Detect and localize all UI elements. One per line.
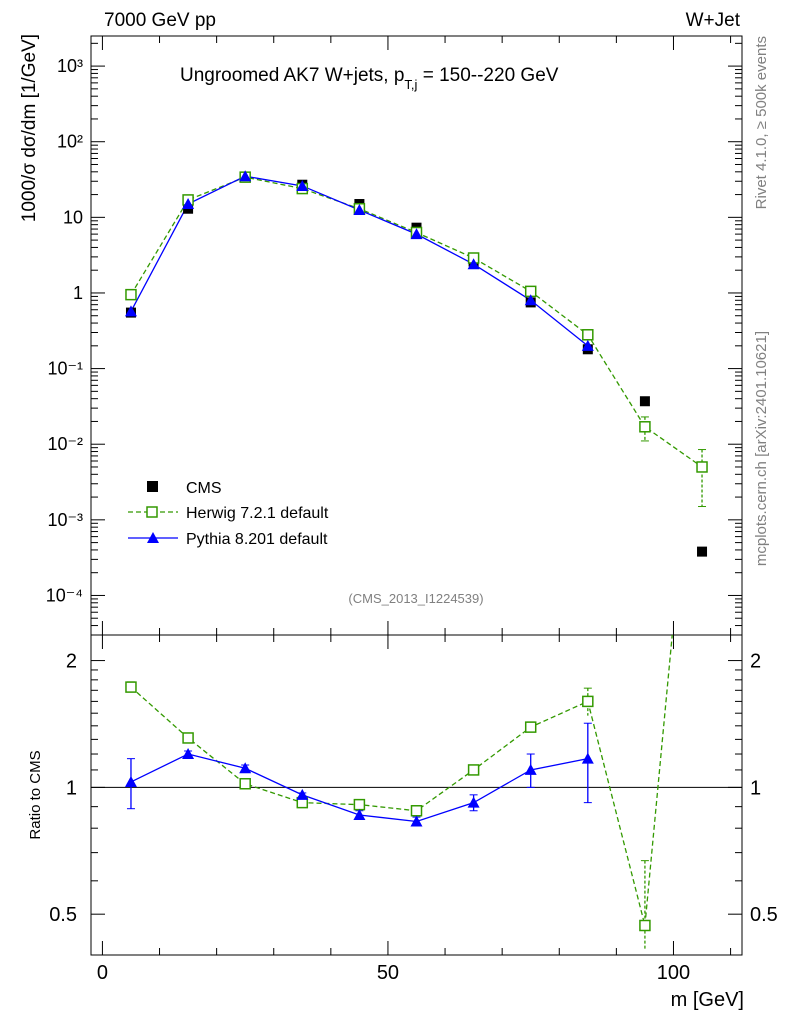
- ratio-y-tick-label-right: 2: [750, 651, 761, 673]
- ratio-plot-frame: [90, 634, 743, 956]
- pythia-point: [524, 294, 537, 306]
- main-y-label: 1000/σ dσ/dm [1/GeV]: [19, 34, 40, 222]
- ratio-y-tick-label: 1: [66, 777, 77, 799]
- herwig-ratio-point: [125, 681, 137, 693]
- cms-point: [639, 396, 650, 407]
- header-left: 7000 GeV pp: [104, 10, 216, 31]
- ratio-y-tick-label-right: 0.5: [750, 904, 778, 926]
- legend-herwig-label: Herwig 7.2.1 default: [186, 505, 329, 522]
- legend-herwig-marker: [146, 506, 158, 518]
- pythia-ratio-point: [581, 752, 594, 764]
- herwig-point: [639, 421, 651, 433]
- ratio-y-tick-label: 0.5: [49, 904, 77, 926]
- herwig-ratio-point: [582, 695, 594, 708]
- pythia-point: [467, 258, 480, 270]
- herwig-ratio-point: [353, 798, 366, 811]
- rivet-label: Rivet 4.1.0, ≥ 500k events: [753, 36, 770, 209]
- pythia-point: [296, 179, 309, 191]
- herwig-ratio-point: [410, 805, 423, 817]
- x-axis-label: m [GeV]: [671, 989, 744, 1011]
- legend-cms-label: CMS: [186, 480, 222, 497]
- pythia-ratio-point: [410, 815, 423, 827]
- herwig-line: [130, 176, 703, 468]
- herwig-ratio-point: [524, 721, 537, 733]
- herwig-ratio-point: [182, 732, 194, 744]
- x-tick-label: 100: [657, 962, 690, 984]
- legend-pythia-label: Pythia 8.201 default: [186, 531, 328, 548]
- herwig-point: [582, 329, 594, 341]
- pythia-ratio-point: [239, 762, 252, 774]
- pythia-ratio-point: [467, 796, 480, 808]
- pythia-point: [581, 339, 594, 351]
- x-tick-label: 50: [377, 962, 399, 984]
- herwig-point: [125, 288, 137, 301]
- ratio-y-tick-label-right: 1: [750, 777, 761, 799]
- main-y-tick-label: 10⁻³: [47, 510, 83, 530]
- main-y-tick-label: 10⁻²: [47, 434, 83, 454]
- main-title: Ungroomed AK7 W+jets, pT,j = 150--220 Ge…: [180, 65, 559, 92]
- herwig-ratio-point: [239, 778, 251, 790]
- legend-pythia-marker: [147, 532, 159, 543]
- main-y-tick-label: 10: [63, 207, 83, 227]
- main-y-tick-label: 10²: [57, 132, 83, 152]
- mcplots-label: mcplots.cern.ch [arXiv:2401.10621]: [753, 331, 770, 566]
- pythia-point: [182, 198, 195, 210]
- analysis-label: (CMS_2013_I1224539): [348, 591, 483, 606]
- main-y-tick-label: 1: [73, 283, 83, 303]
- pythia-ratio-point: [524, 763, 537, 775]
- ratio-axis-ticks: 0.5 0.5 1 1 2 2 0 50 100: [49, 635, 778, 984]
- pythia-ratio-point: [353, 808, 366, 820]
- ratio-y-label: Ratio to CMS: [27, 750, 44, 839]
- header-right: W+Jet: [686, 10, 741, 31]
- main-series: [124, 170, 708, 557]
- herwig-ratio-point: [467, 764, 480, 776]
- main-y-tick-label: 10³: [57, 56, 83, 76]
- main-axis-ticks: 10⁻⁴ 10⁻³ 10⁻² 10⁻¹ 1 10 10² 10³: [46, 36, 742, 636]
- herwig-point: [696, 461, 708, 473]
- ratio-series: [124, 634, 673, 951]
- pythia-point: [124, 305, 137, 317]
- pythia-point: [410, 228, 423, 240]
- pythia-point: [353, 204, 366, 216]
- legend-cms-marker: [147, 481, 158, 492]
- pythia-ratio-point: [124, 775, 137, 787]
- herwig-ratio-line: [130, 634, 673, 926]
- herwig-ratio-point: [639, 919, 651, 932]
- pythia-ratio-point: [296, 788, 309, 800]
- ratio-y-tick-label: 2: [66, 651, 77, 673]
- x-tick-label: 0: [97, 962, 108, 984]
- cms-point: [697, 546, 708, 557]
- pythia-point: [239, 170, 252, 182]
- main-y-tick-label: 10⁻¹: [47, 359, 83, 379]
- main-y-tick-label: 10⁻⁴: [46, 585, 83, 605]
- legend: CMS Herwig 7.2.1 default Pythia 8.201 de…: [128, 480, 329, 548]
- pythia-ratio-point: [182, 748, 195, 760]
